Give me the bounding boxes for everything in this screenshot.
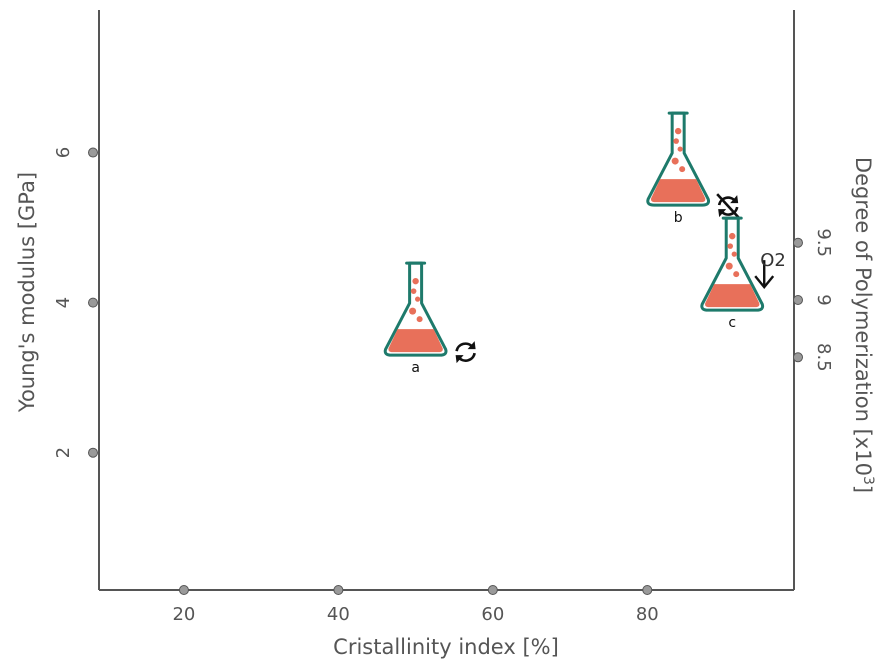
y2-tick-dot: [793, 352, 803, 363]
y2-tick-label: 9.5: [813, 228, 834, 257]
flask-bubble: [727, 243, 734, 249]
flask-liquid: [388, 329, 443, 353]
arrow-head: [754, 275, 775, 290]
oxygen-label: O2: [760, 250, 786, 271]
x-tick-dot: [642, 585, 653, 595]
flask-bubble: [677, 146, 683, 152]
data-point-c: c O2: [700, 216, 786, 331]
x-tick-dot: [333, 585, 344, 595]
flask-bubble: [410, 288, 417, 294]
cross-slash: [716, 193, 741, 219]
y-tick-label: 2: [53, 447, 74, 458]
y2-tick-label: 9: [813, 294, 834, 305]
flask-bubble: [673, 138, 679, 144]
flask-bubble: [671, 157, 679, 165]
recycle-icon: [455, 341, 476, 364]
y2-axis-title-end: ]: [851, 485, 875, 493]
flask-bubble: [729, 232, 736, 240]
data-points: a b c O2: [383, 111, 786, 376]
x-tick-dot: [487, 585, 498, 595]
flask-bubble: [731, 251, 737, 257]
no-recycle-icon: [716, 193, 741, 219]
x-tick-label: 40: [327, 604, 350, 625]
y-tick-dot: [88, 147, 98, 158]
data-point-b: b: [646, 111, 741, 226]
flask-bubble: [725, 262, 733, 270]
x-tick-label: 20: [172, 604, 195, 625]
y-tick-dot: [88, 447, 98, 458]
y2-axis-title: Degree of Polymerization [x103]: [851, 157, 876, 493]
x-tick-label: 60: [481, 604, 504, 625]
flask-bubble: [416, 316, 423, 323]
flask-bubble: [412, 277, 419, 285]
y-tick-label: 6: [53, 147, 74, 158]
data-point-label: a: [411, 360, 420, 376]
y2-tick-label: 8.5: [813, 343, 834, 372]
flask-bubble: [733, 271, 740, 278]
flask-liquid: [651, 179, 706, 203]
flask-bubble: [674, 127, 682, 135]
flask-bubble: [409, 307, 417, 315]
axes: [98, 10, 795, 591]
recycle-arrowhead: [718, 209, 727, 218]
y2-tick-dot: [793, 295, 803, 305]
y2-tick-dot: [793, 237, 803, 248]
x-tick-label: 80: [636, 604, 659, 625]
y2-axis-title-sup: 3: [860, 476, 876, 485]
y2-axis-title-main: Degree of Polymerization [x10: [851, 157, 875, 476]
flask-bubble: [679, 166, 686, 173]
x-tick-dot: [178, 585, 189, 595]
flask-liquid: [705, 284, 760, 308]
ticks: 20 40 60 80 2 4 6 8.5 9 9.5: [53, 147, 834, 625]
data-point-a: a: [383, 261, 476, 376]
y-tick-dot: [88, 297, 98, 308]
x-axis-title: Cristallinity index [%]: [333, 635, 559, 659]
y-tick-label: 4: [53, 297, 74, 308]
recycle-arrowhead: [455, 355, 464, 364]
flask-bubble: [415, 296, 421, 302]
recycle-arrowhead: [730, 195, 739, 204]
data-point-label: c: [728, 315, 736, 331]
y-axis-title: Young's modulus [GPa]: [15, 172, 39, 413]
recycle-arrowhead: [467, 341, 476, 350]
oxygen-down-arrow-icon: O2: [754, 250, 786, 290]
data-point-label: b: [674, 210, 683, 226]
